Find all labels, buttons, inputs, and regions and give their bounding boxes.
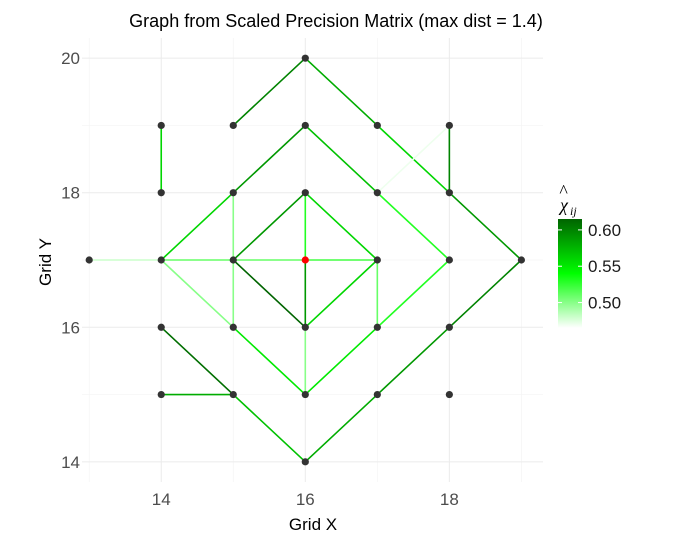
grid-point: [517, 256, 525, 264]
grid-point: [157, 256, 165, 264]
grid-point: [229, 189, 237, 197]
x-axis-title: Grid X: [289, 515, 337, 534]
legend-title-hat: ^: [559, 181, 568, 201]
grid-point: [229, 390, 237, 399]
chart-title: Graph from Scaled Precision Matrix (max …: [129, 11, 543, 31]
highlight-point: [301, 256, 309, 264]
graph-edge: [232, 393, 307, 463]
grid-point: [301, 121, 309, 130]
grid-point: [445, 323, 453, 331]
grid-point: [301, 458, 309, 466]
grid-point: [445, 121, 453, 130]
graph-edge: [232, 57, 307, 127]
grid-point: [229, 256, 237, 264]
grid-point: [373, 121, 381, 130]
graph-edge: [232, 191, 307, 261]
graph-edge: [304, 326, 379, 396]
legend-colorbar: [558, 219, 582, 328]
x-tick-label: 16: [296, 490, 315, 509]
grid-point: [373, 256, 381, 264]
graph-edge: [160, 259, 235, 329]
grid-point: [229, 121, 237, 130]
y-tick-label: 20: [61, 49, 80, 68]
grid-point: [445, 189, 453, 197]
graph-edge: [160, 191, 235, 261]
graph-edge: [304, 124, 379, 194]
graph-edge: [304, 57, 379, 127]
grid-point: [373, 189, 381, 197]
graph-edge: [232, 124, 307, 194]
graph-edge: [376, 259, 451, 329]
grid-point: [157, 121, 165, 130]
grid-point: [157, 189, 165, 197]
graph-edge: [376, 124, 451, 194]
graph-edge: [232, 259, 307, 329]
grid-point: [85, 256, 93, 264]
graph-edge: [448, 191, 523, 261]
graph-edge: [232, 326, 307, 396]
grid-point: [301, 189, 309, 197]
legend-tick-label: 0.50: [588, 294, 621, 313]
x-tick-label: 18: [440, 490, 459, 509]
graph-edge: [304, 259, 379, 329]
edge-layer: [88, 57, 523, 463]
grid-point: [301, 390, 309, 399]
graph-edge: [448, 259, 523, 329]
grid-point: [229, 323, 237, 331]
y-tick-label: 18: [61, 184, 80, 203]
grid-point: [373, 323, 381, 331]
graph-edge: [304, 191, 379, 261]
x-axis-ticks: 14 16 18: [152, 490, 459, 509]
grid-point: [445, 390, 453, 399]
legend-title-subscript: ij: [570, 204, 577, 218]
graph-edge: [376, 191, 451, 261]
grid-point: [157, 390, 165, 399]
grid-point: [373, 390, 381, 399]
grid-point: [445, 256, 453, 264]
legend-tick-label: 0.55: [588, 257, 621, 276]
graph-edge: [304, 393, 379, 463]
legend-ticks: 0.50 0.55 0.60: [558, 221, 621, 313]
legend-title-symbol: χ: [558, 195, 569, 215]
graph-edge: [376, 326, 451, 396]
color-legend: χ ^ ij 0.50 0.55 0.60: [558, 181, 621, 328]
y-axis-title: Grid Y: [36, 238, 55, 286]
y-axis-ticks: 14 16 18 20: [61, 49, 80, 472]
legend-tick-label: 0.60: [588, 221, 621, 240]
grid-point: [301, 54, 309, 62]
y-tick-label: 16: [61, 318, 80, 337]
grid-point: [157, 323, 165, 331]
grid-point: [301, 323, 309, 331]
x-tick-label: 14: [152, 490, 171, 509]
point-layer: [85, 54, 525, 466]
graph-edge: [160, 326, 235, 396]
y-tick-label: 14: [61, 453, 80, 472]
